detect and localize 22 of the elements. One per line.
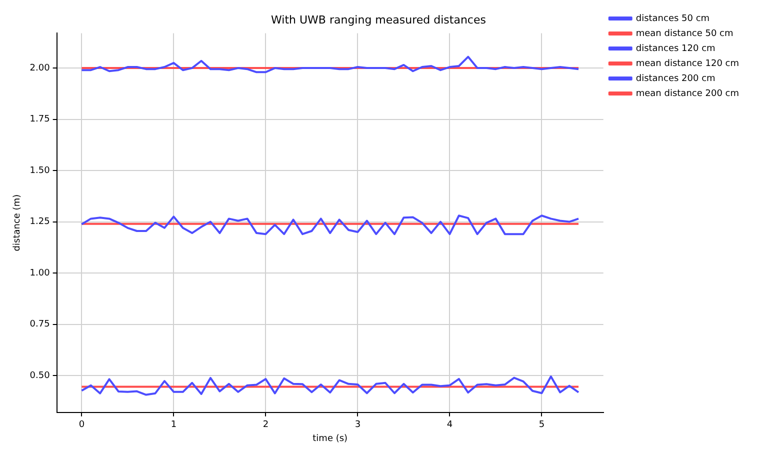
y-tick-label: 1.75: [30, 114, 50, 125]
x-tick-label: 3: [354, 420, 361, 430]
y-tick-label: 1.50: [30, 166, 50, 176]
legend-label: distances 200 cm: [636, 74, 716, 84]
y-tick-label: 0.50: [30, 370, 50, 381]
legend-label: mean distance 120 cm: [636, 58, 740, 69]
y-tick-label: 1.25: [30, 217, 50, 228]
chart-title: With UWB ranging measured distances: [271, 13, 486, 26]
y-tick-label: 0.75: [30, 320, 50, 330]
x-tick-label: 1: [170, 420, 177, 430]
x-tick-label: 5: [538, 420, 545, 430]
legend-label: mean distance 50 cm: [636, 28, 734, 39]
y-tick-label: 1.00: [30, 268, 50, 278]
y-tick-label: 2.00: [30, 63, 50, 74]
y-axis-title: distance (m): [12, 194, 23, 252]
x-tick-label: 2: [262, 420, 269, 430]
legend-label: distances 50 cm: [636, 14, 710, 24]
legend-label: distances 120 cm: [636, 44, 716, 54]
x-axis-title: time (s): [312, 434, 348, 444]
legend-label: mean distance 200 cm: [636, 88, 740, 99]
x-tick-label: 4: [446, 420, 453, 430]
x-tick-label: 0: [78, 420, 85, 430]
